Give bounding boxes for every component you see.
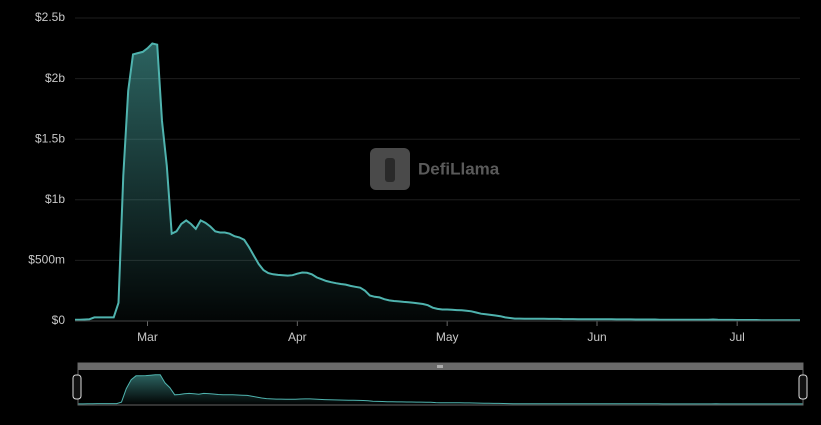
mini-line — [78, 374, 803, 405]
x-tick-label: Jul — [729, 330, 744, 344]
main-area — [75, 43, 800, 321]
y-tick-label: $500m — [28, 253, 65, 267]
mini-area — [78, 374, 803, 404]
brush-handle-left[interactable] — [72, 374, 82, 400]
y-tick-label: $1b — [45, 192, 65, 206]
x-tick-label: Apr — [288, 330, 307, 344]
y-tick-label: $1.5b — [35, 131, 65, 145]
watermark-logo — [370, 148, 410, 190]
y-tick-label: $2.5b — [35, 10, 65, 24]
y-tick-label: $0 — [52, 313, 66, 327]
brush[interactable] — [72, 362, 808, 406]
watermark: DefiLlama — [418, 159, 500, 178]
x-tick-label: Jun — [587, 330, 606, 344]
main-line — [75, 42, 800, 322]
x-tick-label: May — [436, 330, 459, 344]
brush-handle-right[interactable] — [798, 374, 808, 400]
brush-grip — [437, 365, 443, 368]
y-tick-label: $2b — [45, 71, 65, 85]
x-tick-label: Mar — [137, 330, 158, 344]
